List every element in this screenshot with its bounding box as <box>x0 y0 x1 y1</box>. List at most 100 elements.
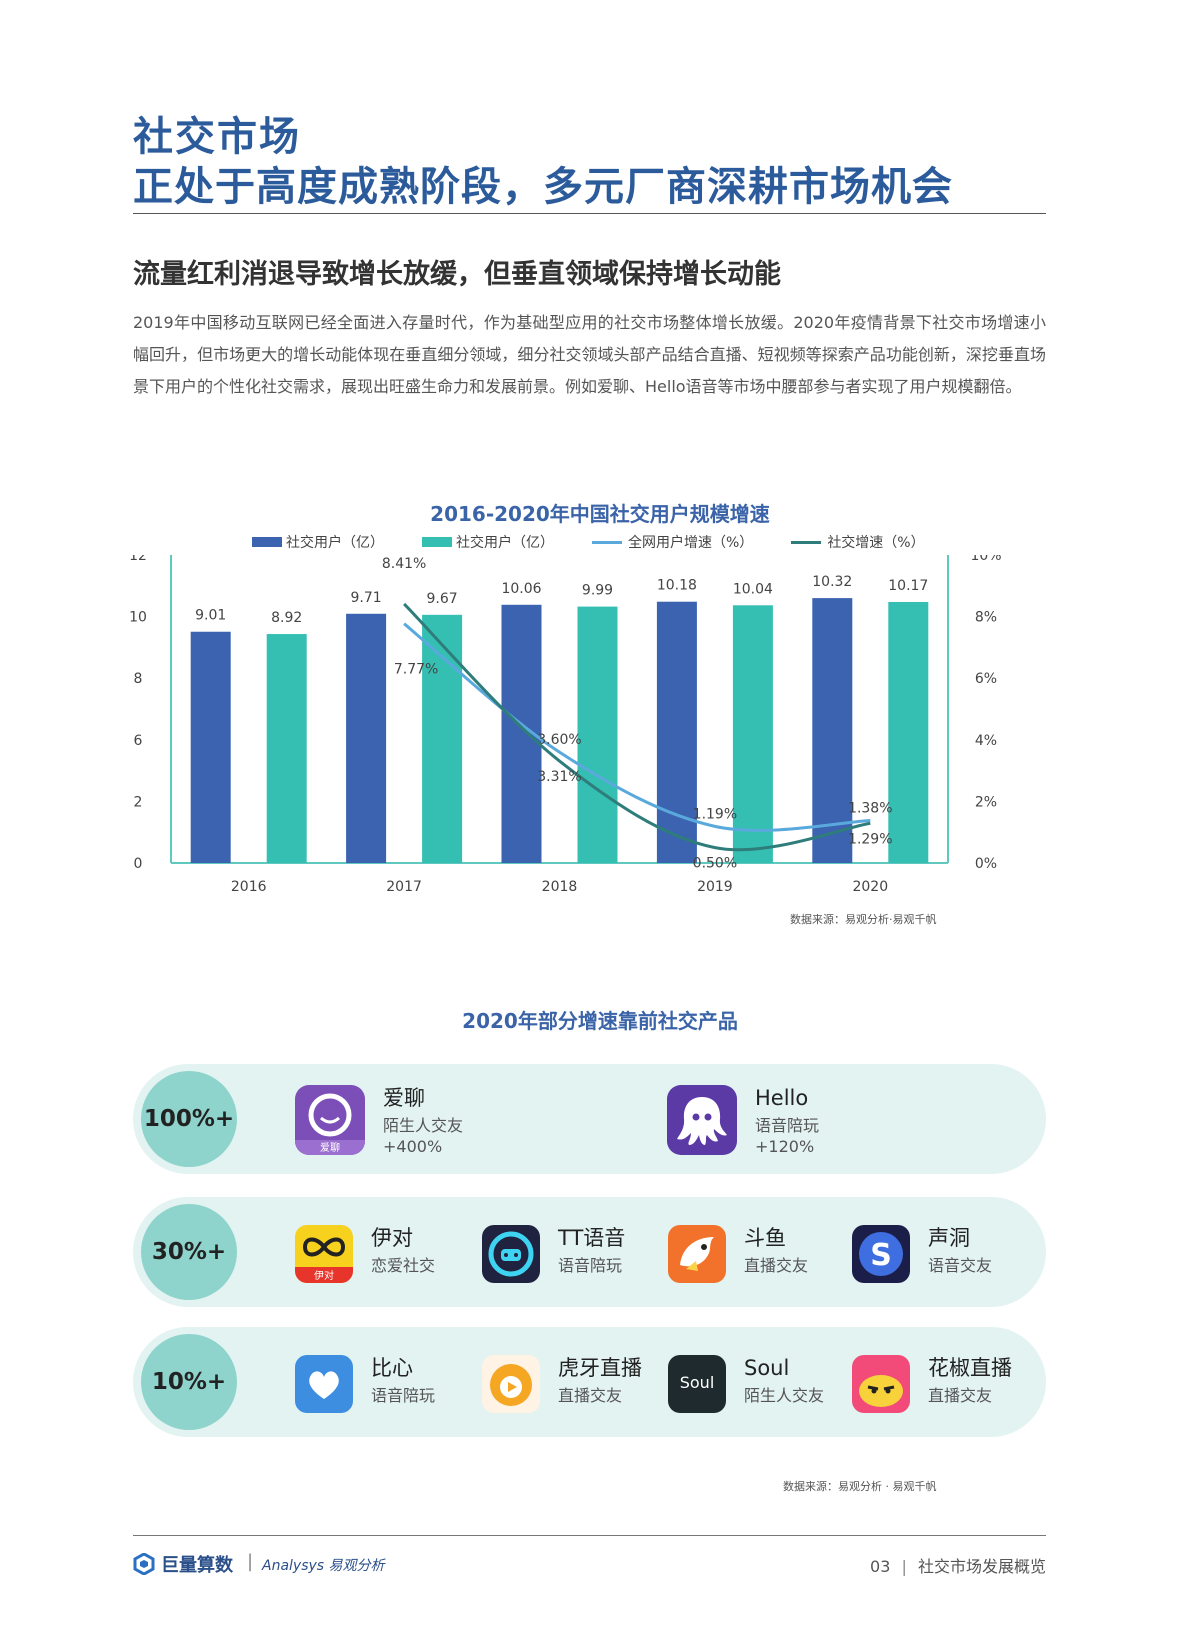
app-card-hello: Hello 语音陪玩 +120% <box>667 1085 819 1157</box>
app-name: 比心 <box>371 1356 413 1380</box>
line-social-growth <box>403 602 871 852</box>
app-card-ailiao: 爱聊 爱聊 陌生人交友 +400% <box>295 1085 463 1157</box>
bar-value-label: 9.67 <box>427 591 458 607</box>
right-tick-label: 2% <box>975 794 997 810</box>
heart-icon <box>295 1355 353 1413</box>
bar-blue <box>656 601 697 863</box>
pepper-face-icon <box>852 1355 910 1413</box>
legend-item-total-growth: 全网用户增速（%） <box>592 532 753 552</box>
legend-item-social-growth: 社交增速（%） <box>791 532 925 552</box>
bar-teal <box>577 606 618 863</box>
app-card-shengdong: S 声洞 语音交友 <box>852 1225 992 1283</box>
right-tick-label: 6% <box>975 671 997 687</box>
app-text: 斗鱼 直播交友 <box>744 1225 808 1277</box>
page-section-title: 社交市场发展概览 <box>917 1557 1046 1576</box>
bar-value-label: 10.04 <box>733 581 773 597</box>
legend-label: 社交用户（亿） <box>456 535 554 551</box>
line-value-label: 8.41% <box>382 556 426 572</box>
left-tick-label: 12 <box>129 555 147 564</box>
legend-item-social-users-a: 社交用户（亿） <box>252 532 384 552</box>
bar-blue <box>190 631 231 863</box>
line-value-label: 1.19% <box>693 806 737 822</box>
soul-logo-icon: Soul <box>668 1355 726 1413</box>
footer-divider <box>133 1535 1046 1536</box>
legend-swatch-bar-teal <box>422 537 452 547</box>
s-logo-icon: S <box>852 1225 910 1283</box>
bar-teal <box>888 601 929 863</box>
products-title: 2020年部分增速靠前社交产品 <box>462 1009 738 1033</box>
app-category: 语音陪玩 <box>755 1116 820 1135</box>
tier-badge: 10%+ <box>141 1334 237 1430</box>
bar-value-label: 10.06 <box>501 581 541 597</box>
icon-label: 爱聊 <box>320 1143 340 1154</box>
page-title-line1: 社交市场 <box>133 114 301 160</box>
bar-blue <box>812 598 853 863</box>
line-value-label: 3.31% <box>537 769 581 785</box>
infinity-heart-icon: 伊对 <box>295 1225 353 1283</box>
app-text: 声洞 语音交友 <box>928 1225 992 1277</box>
legend-swatch-line-darkteal <box>791 540 822 544</box>
app-name: 斗鱼 <box>744 1226 786 1250</box>
x-tick-label: 2020 <box>852 879 888 895</box>
chat-bubble-icon: 爱聊 <box>295 1085 365 1155</box>
legend-swatch-bar-blue <box>252 537 282 547</box>
title-divider <box>133 213 1046 214</box>
bar-value-label: 10.17 <box>888 578 928 594</box>
line-total-growth <box>403 622 871 832</box>
right-tick-label: 10% <box>970 555 1001 564</box>
left-tick-label: 0 <box>134 856 143 872</box>
chart-title: 2016-2020年中国社交用户规模增速 <box>430 502 770 526</box>
chart-legend: 社交用户（亿） 社交用户（亿） 全网用户增速（%） 社交增速（%） <box>252 532 963 552</box>
svg-text:S: S <box>870 1238 892 1273</box>
app-card-douyu: 斗鱼 直播交友 <box>668 1225 808 1283</box>
right-tick-label: 0% <box>975 856 997 872</box>
bar-teal <box>266 634 307 863</box>
bar-value-label: 9.71 <box>351 590 382 606</box>
legend-label: 社交用户（亿） <box>286 535 384 551</box>
line-value-label: 1.29% <box>848 831 892 847</box>
footer-logo1-text: 巨量算数 <box>161 1555 233 1576</box>
app-name: 伊对 <box>371 1226 413 1250</box>
app-name: 虎牙直播 <box>558 1356 642 1380</box>
page-number: 03 <box>870 1557 891 1576</box>
app-category: 语音陪玩 <box>371 1386 436 1405</box>
user-scale-chart: 0 2 6 8 10 12 0% 2% 4% 6% 8% 10% 2016 2017 2018 2019 202… <box>129 555 1002 895</box>
app-category: 恋爱社交 <box>371 1256 436 1275</box>
icon-label: 伊对 <box>314 1271 334 1282</box>
page-title-line2: 正处于高度成熟阶段，多元厂商深耕市场机会 <box>133 164 953 210</box>
left-tick-label: 8 <box>134 671 143 687</box>
app-category: 语音陪玩 <box>558 1256 623 1275</box>
right-tick-label: 8% <box>975 610 997 626</box>
page-sep: | <box>901 1557 907 1576</box>
footer-separator: | <box>247 1551 254 1572</box>
app-name: 声洞 <box>928 1226 970 1250</box>
x-tick-label: 2019 <box>697 879 733 895</box>
app-text: 伊对 恋爱社交 <box>371 1225 435 1277</box>
legend-swatch-line-lightblue <box>592 540 622 544</box>
bar-value-label: 9.01 <box>195 608 226 624</box>
tiger-play-icon <box>482 1355 540 1413</box>
fish-icon <box>668 1225 726 1283</box>
footer-logo-analysys: Analysys 易观分析 <box>262 1558 385 1574</box>
line-value-label: 0.50% <box>693 856 737 872</box>
app-card-soul: Soul Soul 陌生人交友 <box>668 1355 824 1413</box>
bar-value-label: 8.92 <box>271 610 302 626</box>
octopus-icon <box>667 1085 737 1155</box>
app-card-huajiao: 花椒直播 直播交友 <box>852 1355 1012 1413</box>
legend-label: 社交增速（%） <box>827 535 925 551</box>
app-growth: +400% <box>383 1137 443 1156</box>
line-value-label: 7.77% <box>394 662 438 678</box>
x-tick-label: 2016 <box>231 879 267 895</box>
bar-blue <box>346 613 387 863</box>
tier-badge: 100%+ <box>141 1071 237 1167</box>
app-category: 直播交友 <box>744 1256 809 1275</box>
line-value-label: 3.60% <box>537 732 581 748</box>
app-text: Soul 陌生人交友 <box>744 1355 824 1407</box>
app-category: 陌生人交友 <box>383 1116 464 1135</box>
footer-logo-juliang: 巨量算数 <box>133 1551 233 1577</box>
products-source: 数据来源：易观分析 · 易观千帆 <box>783 1480 937 1493</box>
left-tick-label: 10 <box>129 610 147 626</box>
app-card-bixin: 比心 语音陪玩 <box>295 1355 435 1413</box>
section-subtitle: 流量红利消退导致增长放缓，但垂直领域保持增长动能 <box>133 259 781 290</box>
left-tick-label: 2 <box>134 794 143 810</box>
